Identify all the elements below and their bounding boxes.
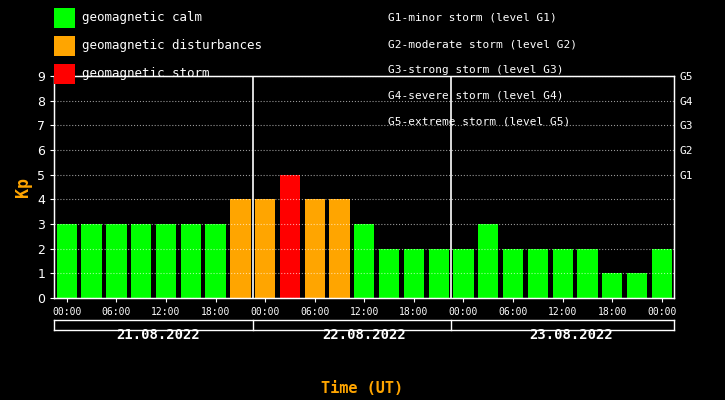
Bar: [131, 224, 152, 298]
Bar: [106, 224, 127, 298]
Text: Time (UT): Time (UT): [321, 381, 404, 396]
Bar: [304, 199, 325, 298]
Bar: [552, 249, 573, 298]
Text: 21.08.2022: 21.08.2022: [116, 328, 199, 342]
Bar: [428, 249, 449, 298]
Bar: [503, 249, 523, 298]
Bar: [379, 249, 399, 298]
Text: G3-strong storm (level G3): G3-strong storm (level G3): [388, 65, 563, 75]
Text: geomagnetic storm: geomagnetic storm: [82, 68, 210, 80]
Text: geomagnetic disturbances: geomagnetic disturbances: [82, 40, 262, 52]
Text: G2-moderate storm (level G2): G2-moderate storm (level G2): [388, 39, 577, 49]
Bar: [404, 249, 424, 298]
Bar: [230, 199, 251, 298]
Text: G1-minor storm (level G1): G1-minor storm (level G1): [388, 13, 557, 23]
Bar: [205, 224, 225, 298]
Bar: [280, 175, 300, 298]
Text: 22.08.2022: 22.08.2022: [323, 328, 406, 342]
Bar: [602, 273, 623, 298]
Bar: [627, 273, 647, 298]
Bar: [528, 249, 548, 298]
Bar: [81, 224, 102, 298]
Bar: [329, 199, 349, 298]
Text: geomagnetic calm: geomagnetic calm: [82, 12, 202, 24]
Bar: [354, 224, 375, 298]
Text: G4-severe storm (level G4): G4-severe storm (level G4): [388, 91, 563, 101]
Text: 23.08.2022: 23.08.2022: [529, 328, 613, 342]
Bar: [255, 199, 276, 298]
Bar: [478, 224, 499, 298]
Bar: [652, 249, 672, 298]
Bar: [156, 224, 176, 298]
Text: G5-extreme storm (level G5): G5-extreme storm (level G5): [388, 117, 570, 127]
Bar: [57, 224, 77, 298]
Bar: [453, 249, 473, 298]
Bar: [181, 224, 201, 298]
Y-axis label: Kp: Kp: [14, 177, 32, 197]
Bar: [577, 249, 597, 298]
